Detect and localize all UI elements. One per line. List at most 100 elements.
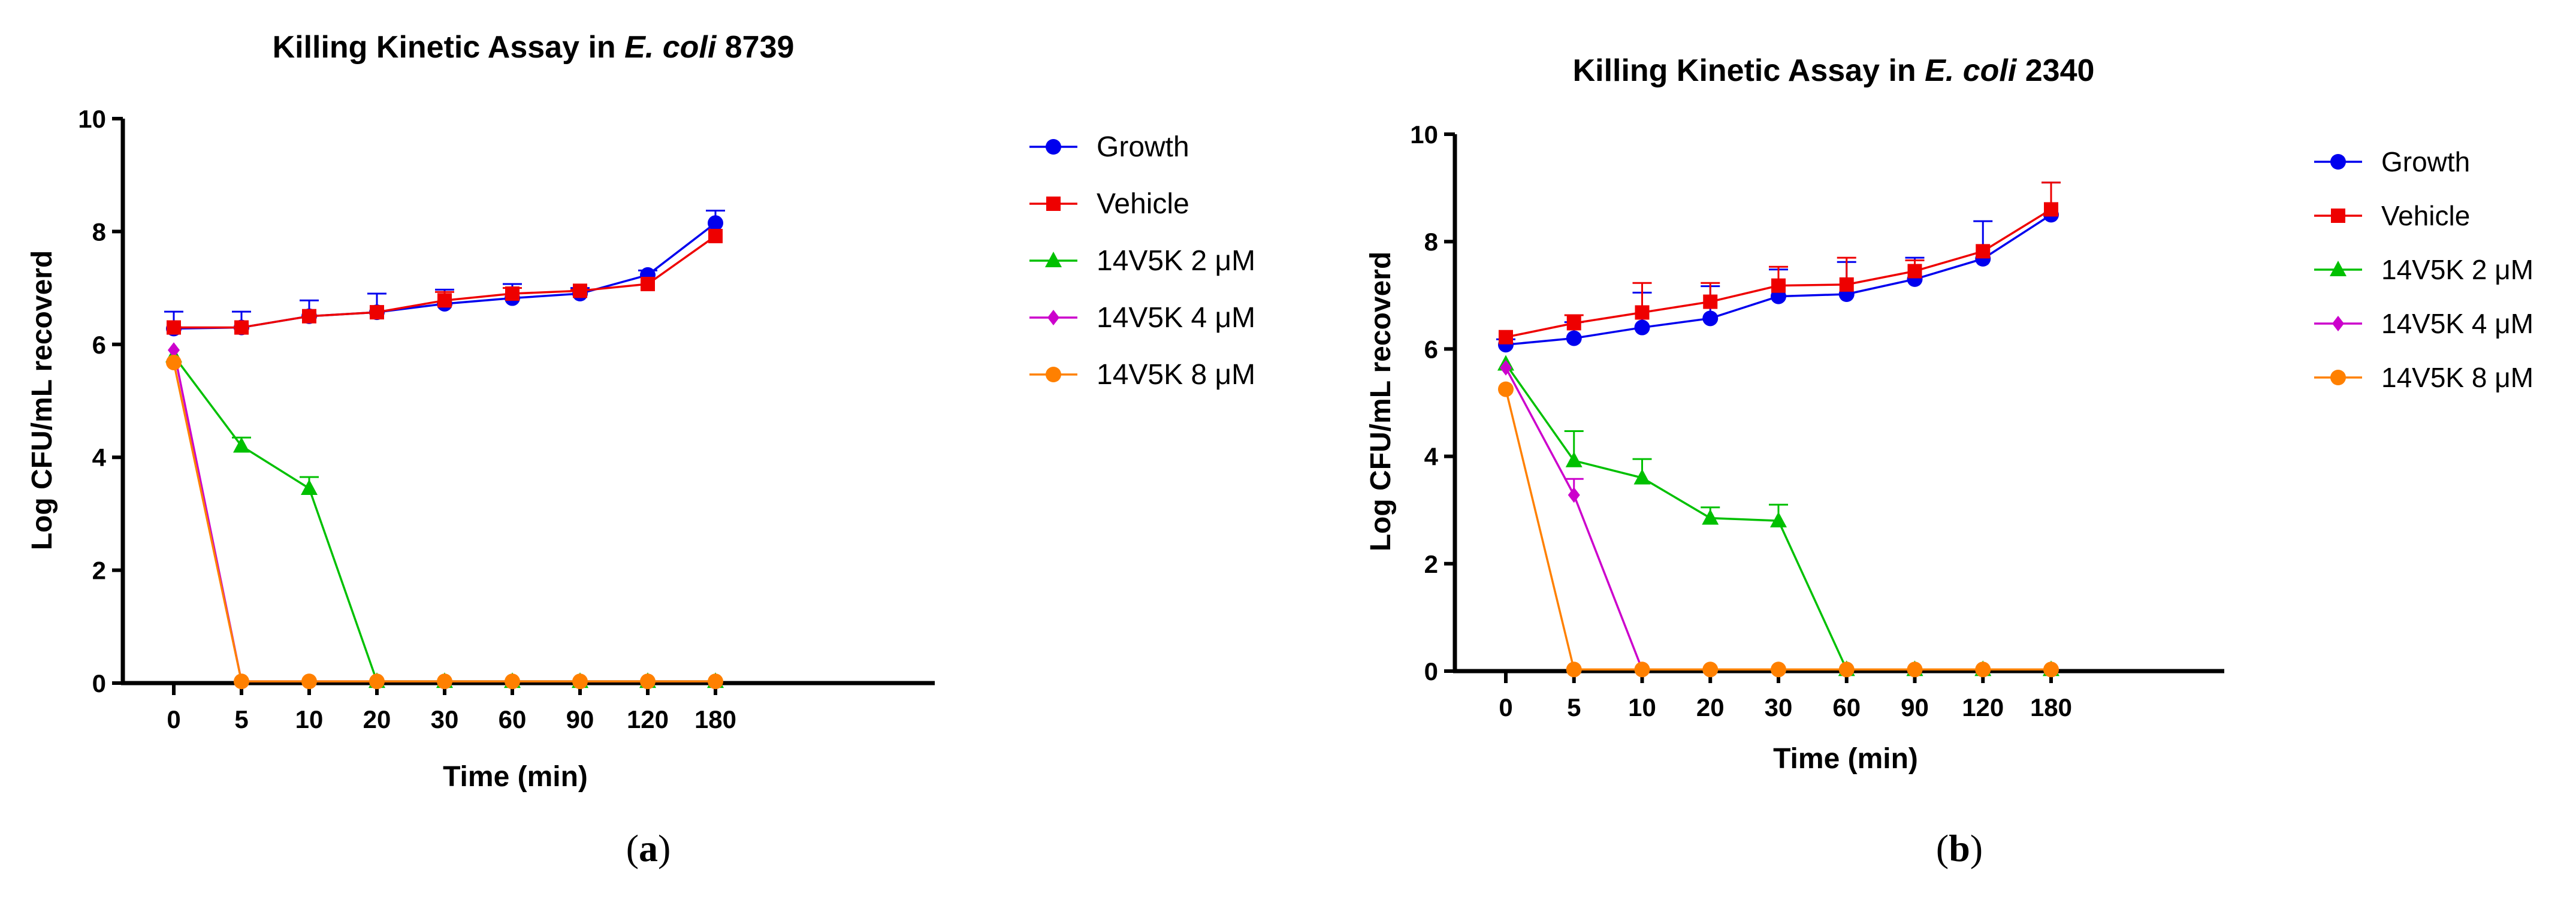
legend-label: Growth (2381, 146, 2470, 177)
chart-panel-a: Killing Kinetic Assay in E. coli 8739 Ti… (26, 30, 1255, 869)
data-point (233, 437, 250, 453)
x-tick-label: 10 (295, 705, 324, 733)
legend-label: 14V5K 8 μM (1097, 359, 1255, 391)
x-tick-label: 30 (1765, 693, 1793, 721)
legend-label: Vehicle (1097, 188, 1189, 220)
series-line (174, 235, 717, 329)
x-tick-label: 180 (694, 705, 736, 733)
legend-item: Growth (1029, 131, 1189, 163)
axes-a: 0 2 4 6 8 10 0 5 10 20 30 60 90 120 180 (78, 105, 935, 733)
x-tick-label: 5 (1567, 693, 1581, 721)
y-tick-label: 6 (92, 331, 106, 359)
series-14v5k-4-m (168, 342, 721, 690)
data-point (2043, 662, 2059, 678)
legend-marker (2330, 154, 2346, 170)
y-tick-label: 2 (1424, 550, 1438, 578)
x-tick-label: 30 (431, 705, 459, 733)
data-point (1566, 330, 1582, 346)
y-tick-label: 6 (1424, 335, 1438, 363)
panel-label-b: (b) (1936, 827, 1983, 869)
data-point (1839, 277, 1854, 292)
x-tick-label: 90 (566, 705, 594, 733)
data-point (234, 673, 249, 690)
series-vehicle (167, 228, 723, 335)
data-point (1703, 294, 1718, 309)
data-point (572, 673, 588, 690)
x-tick-label: 10 (1628, 693, 1656, 721)
data-point (369, 673, 385, 690)
x-tick-label: 60 (1832, 693, 1861, 721)
data-point (708, 228, 723, 243)
data-point (301, 479, 318, 496)
data-point (640, 673, 656, 690)
series-14v5k-8-m (166, 354, 723, 690)
data-point (1499, 330, 1513, 345)
x-tick-label: 90 (1901, 693, 1929, 721)
legend-item: Vehicle (2314, 200, 2470, 231)
data-point (708, 215, 723, 231)
data-point (1907, 662, 1923, 678)
x-tick-label: 20 (363, 705, 391, 733)
series-line (173, 349, 715, 682)
legend-marker (2332, 316, 2344, 331)
y-tick-label: 10 (1410, 120, 1438, 149)
series-line (173, 355, 715, 682)
legend-item: 14V5K 2 μM (1029, 245, 1255, 277)
y-tick-label: 10 (78, 105, 106, 133)
legend-marker (1046, 197, 1061, 211)
legend-item: Growth (2314, 146, 2470, 177)
legend-label: 14V5K 4 μM (1097, 302, 1255, 334)
data-point (1635, 305, 1650, 320)
legend-label: 14V5K 2 μM (2381, 254, 2533, 285)
legend-marker (2331, 209, 2345, 223)
plot-area-a (164, 210, 725, 690)
x-tick-label: 180 (2030, 693, 2072, 721)
x-tick-label: 120 (1962, 693, 2004, 721)
data-point (1568, 487, 1580, 503)
data-point (1771, 278, 1786, 293)
data-point (1771, 662, 1786, 678)
data-point (167, 320, 181, 335)
data-point (1770, 512, 1787, 528)
data-point (1634, 662, 1650, 678)
x-axis-label-a: Time (min) (443, 761, 588, 793)
legend-label: 14V5K 2 μM (1097, 245, 1255, 277)
data-point (1498, 381, 1514, 397)
legend-marker (2330, 261, 2347, 276)
y-tick-label: 4 (1424, 443, 1439, 471)
y-tick-label: 2 (92, 557, 106, 585)
data-point (1975, 662, 1991, 678)
y-tick-label: 0 (1424, 657, 1438, 685)
data-point (1634, 319, 1650, 336)
legend-label: Growth (1097, 131, 1189, 163)
data-point (1838, 662, 1855, 678)
legend-label: Vehicle (2381, 200, 2470, 231)
x-axis-label-b: Time (min) (1773, 743, 1918, 775)
data-point (1702, 662, 1719, 678)
legend-item: 14V5K 4 μM (2314, 308, 2533, 339)
panel-label-a: (a) (626, 827, 671, 869)
series-14v5k-8-m (1498, 381, 2059, 678)
series-line (173, 362, 715, 682)
data-point (302, 309, 316, 324)
x-tick-label: 0 (1499, 693, 1512, 721)
data-point (1976, 244, 1991, 259)
data-point (168, 342, 180, 358)
y-tick-label: 8 (92, 218, 106, 246)
data-point (1702, 310, 1719, 327)
data-point (301, 673, 317, 690)
y-axis-label-a: Log CFU/mL recoverd (26, 250, 58, 551)
data-point (1633, 469, 1651, 485)
data-point (437, 293, 452, 308)
series-growth (164, 210, 725, 337)
data-point (708, 673, 723, 690)
data-point (1500, 360, 1512, 376)
series-14v5k-2-m (165, 346, 724, 688)
data-point (1566, 662, 1582, 678)
y-tick-label: 8 (1424, 228, 1438, 256)
legend-b: Growth Vehicle 14V5K 2 μM 14V5K 4 μM 14V5K 8… (2314, 146, 2533, 393)
chart-title-a: Killing Kinetic Assay in E. coli 8739 (273, 30, 795, 65)
plot-area-b (1496, 182, 2061, 678)
data-point (1565, 451, 1583, 467)
